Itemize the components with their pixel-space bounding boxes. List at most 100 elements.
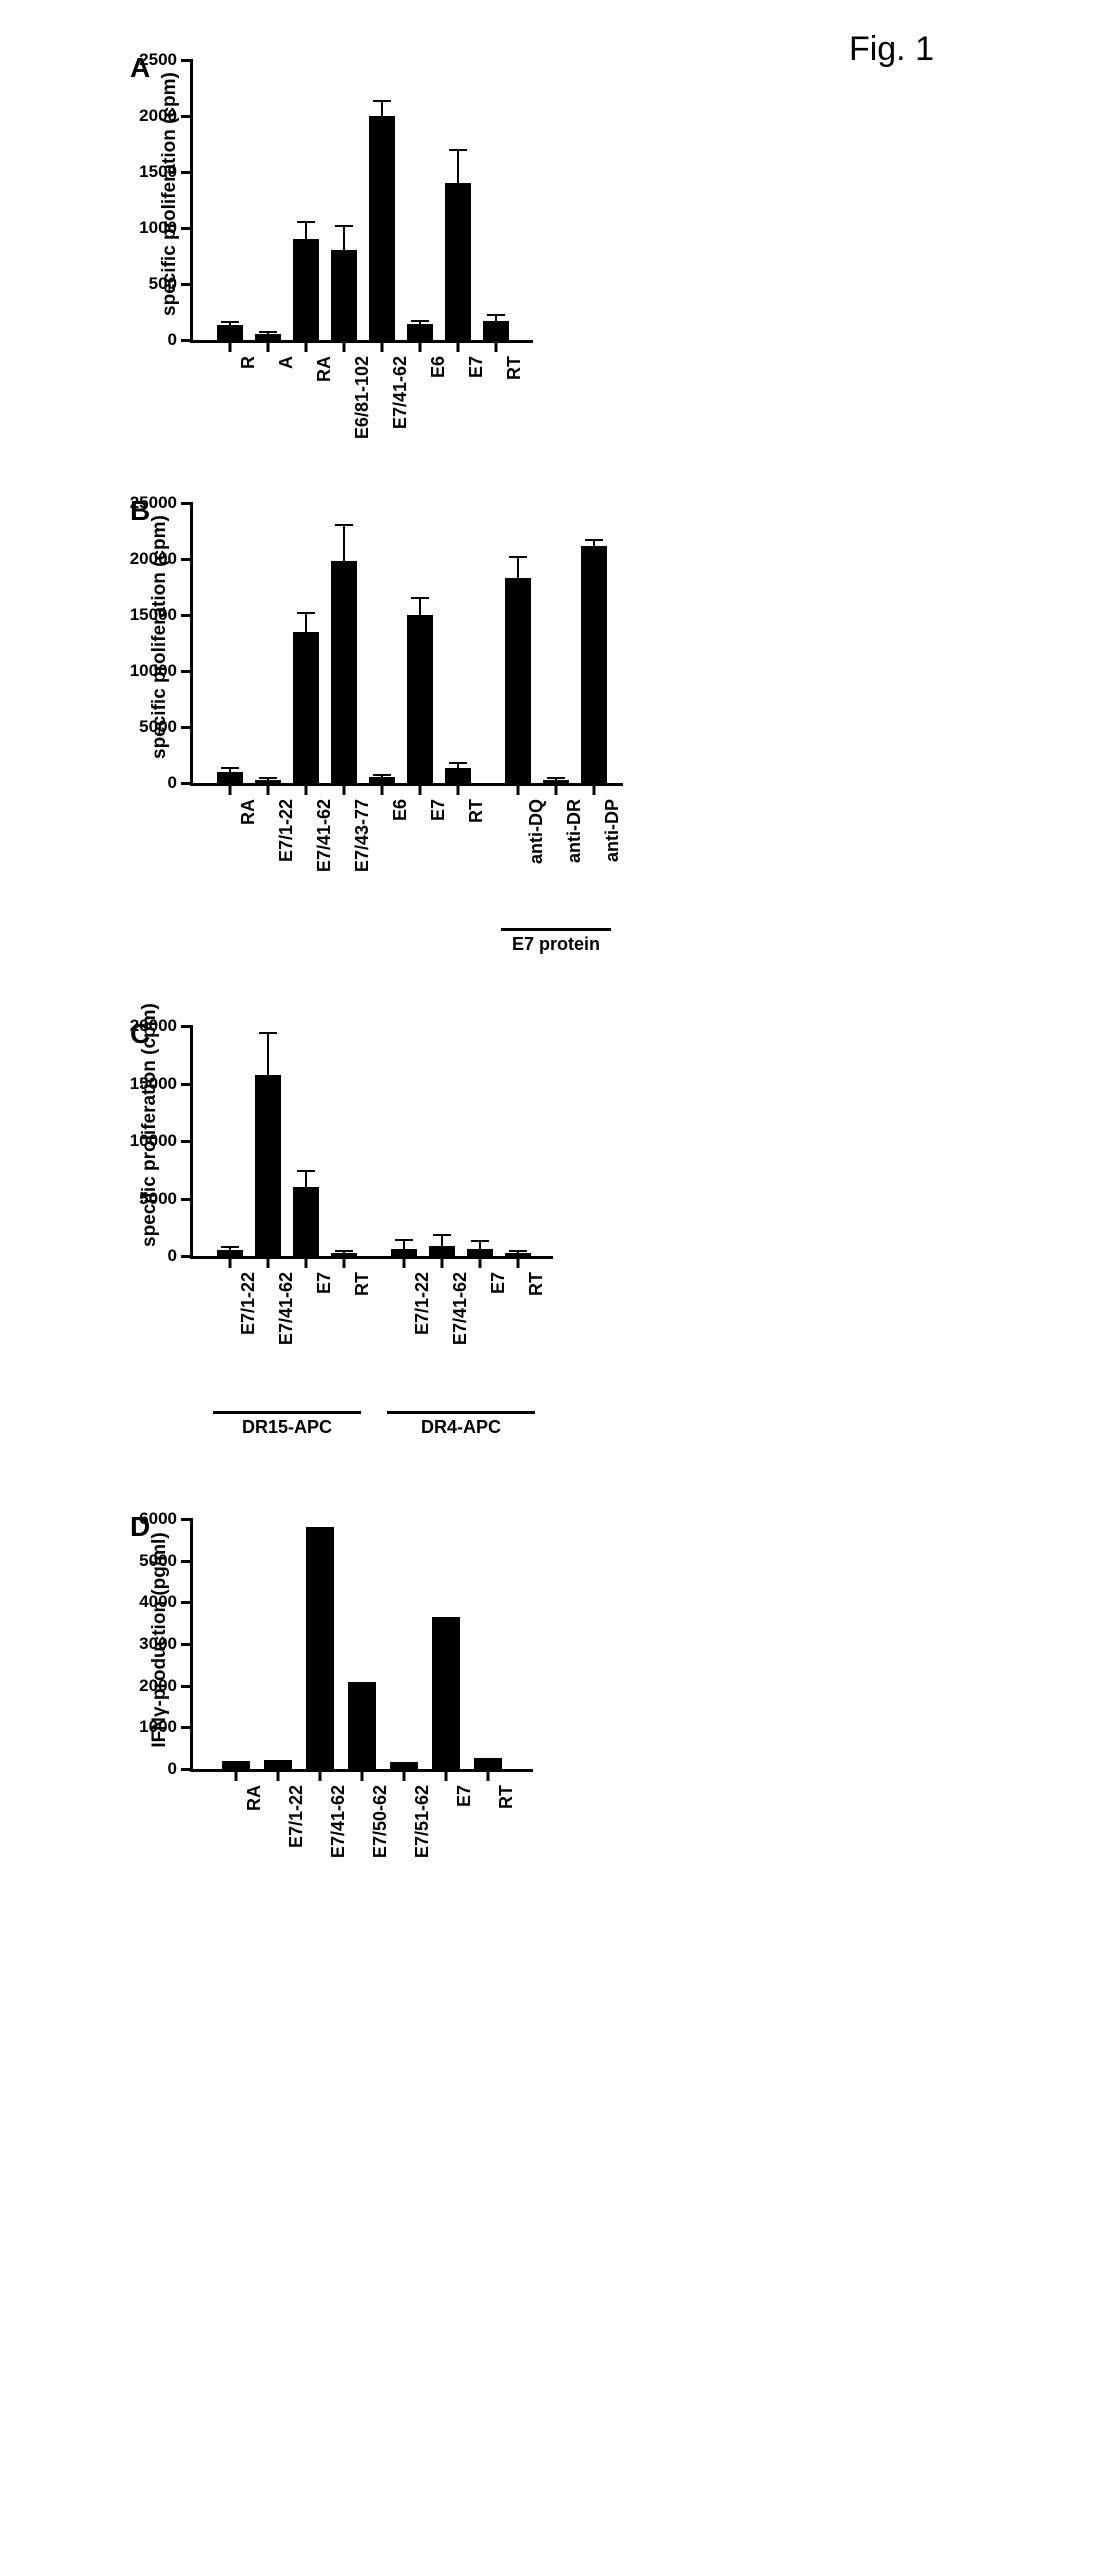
y-tick-label: 2000: [139, 1676, 177, 1696]
error-cap: [297, 221, 315, 223]
bar: [264, 1760, 292, 1769]
x-label: RA: [314, 356, 335, 382]
x-label: E7/1-22: [238, 1272, 259, 1335]
y-tick: [181, 1198, 193, 1201]
x-label: E7/41-62: [450, 1272, 471, 1345]
y-tick-label: 20000: [130, 549, 177, 569]
x-tick: [267, 783, 270, 795]
x-tick: [517, 1256, 520, 1268]
bar: [390, 1762, 418, 1770]
y-tick-label: 6000: [139, 1509, 177, 1529]
x-tick: [267, 340, 270, 352]
y-tick-label: 0: [168, 1759, 177, 1779]
x-label: A: [276, 356, 297, 369]
x-tick: [517, 783, 520, 795]
error-cap: [221, 767, 239, 769]
error-cap: [449, 762, 467, 764]
bar: [407, 615, 433, 783]
x-label: E7/50-62: [370, 1785, 391, 1858]
y-tick-label: 15000: [130, 1074, 177, 1094]
y-tick-label: 10000: [130, 661, 177, 681]
x-label: RA: [244, 1785, 265, 1811]
y-tick-label: 1000: [139, 218, 177, 238]
x-label: E7: [454, 1785, 475, 1807]
error-cap: [509, 556, 527, 558]
error-bar: [479, 1241, 481, 1249]
panel-b: B specific proliferation (cpm) 050001000…: [190, 503, 1094, 786]
x-label: E6/81-102: [352, 356, 373, 439]
y-tick-label: 5000: [139, 717, 177, 737]
error-cap: [259, 1032, 277, 1034]
bars-row: RAE7/1-22E7/41-62E7/43-77E6E7RTanti-DQan…: [193, 503, 623, 783]
x-label: RA: [238, 799, 259, 825]
bar-slot: anti-DP: [575, 503, 613, 783]
y-tick: [181, 1643, 193, 1646]
error-cap: [221, 1246, 239, 1248]
x-label: E7/1-22: [286, 1785, 307, 1848]
x-tick: [555, 783, 558, 795]
x-tick: [343, 783, 346, 795]
error-bar: [419, 598, 421, 615]
x-label: E7: [488, 1272, 509, 1294]
bar-slot: RT: [439, 503, 477, 783]
bar-slot: E7: [401, 503, 439, 783]
y-tick-label: 0: [168, 330, 177, 350]
x-label: anti-DR: [564, 799, 585, 863]
y-tick: [181, 670, 193, 673]
error-bar: [441, 1235, 443, 1245]
x-label: E6: [390, 799, 411, 821]
bar-slot: E7/41-62: [249, 1026, 287, 1256]
y-tick-label: 1500: [139, 162, 177, 182]
group-underline: [501, 928, 611, 931]
bar: [581, 546, 607, 783]
bar: [432, 1617, 460, 1769]
x-tick: [381, 340, 384, 352]
y-tick-label: 1000: [139, 1717, 177, 1737]
error-bar: [517, 557, 519, 578]
y-tick: [181, 1601, 193, 1604]
y-tick: [181, 171, 193, 174]
bar-slot: E7/1-22: [257, 1519, 299, 1769]
error-bar: [305, 1171, 307, 1187]
chart-c-plot: 05000100001500020000E7/1-22E7/41-62E7RTE…: [190, 1026, 553, 1259]
x-label: E7: [314, 1272, 335, 1294]
y-tick-label: 4000: [139, 1592, 177, 1612]
error-bar: [343, 226, 345, 251]
panel-d: D IFNγ-production (pg/ml) 01000200030004…: [190, 1519, 1094, 1772]
bar-slot: RT: [477, 60, 515, 340]
x-tick: [343, 1256, 346, 1268]
y-tick: [181, 1025, 193, 1028]
y-tick-label: 5000: [139, 1551, 177, 1571]
x-tick: [441, 1256, 444, 1268]
x-label: E7: [466, 356, 487, 378]
bar: [306, 1527, 334, 1769]
x-label: E7/1-22: [412, 1272, 433, 1335]
x-tick: [457, 340, 460, 352]
x-tick: [457, 783, 460, 795]
bar-slot: anti-DQ: [499, 503, 537, 783]
x-tick: [235, 1769, 238, 1781]
x-label: RT: [466, 799, 487, 823]
x-tick: [361, 1769, 364, 1781]
error-bar: [305, 222, 307, 239]
error-cap: [395, 1239, 413, 1241]
x-tick: [229, 783, 232, 795]
spacer: [477, 503, 499, 783]
chart-a-wrap: specific proliferation (cpm) 05001000150…: [190, 60, 1094, 343]
bar-slot: E7: [439, 60, 477, 340]
error-cap: [297, 612, 315, 614]
y-tick-label: 0: [168, 1246, 177, 1266]
error-cap: [411, 597, 429, 599]
x-label: E7/43-77: [352, 799, 373, 872]
x-label: E6: [428, 356, 449, 378]
error-bar: [381, 101, 383, 116]
x-tick: [267, 1256, 270, 1268]
error-cap: [585, 539, 603, 541]
bar: [222, 1761, 250, 1769]
y-tick: [181, 782, 193, 785]
bar-slot: RT: [325, 1026, 363, 1256]
bar-slot: RT: [467, 1519, 509, 1769]
x-tick: [305, 783, 308, 795]
y-tick-label: 3000: [139, 1634, 177, 1654]
y-tick: [181, 339, 193, 342]
